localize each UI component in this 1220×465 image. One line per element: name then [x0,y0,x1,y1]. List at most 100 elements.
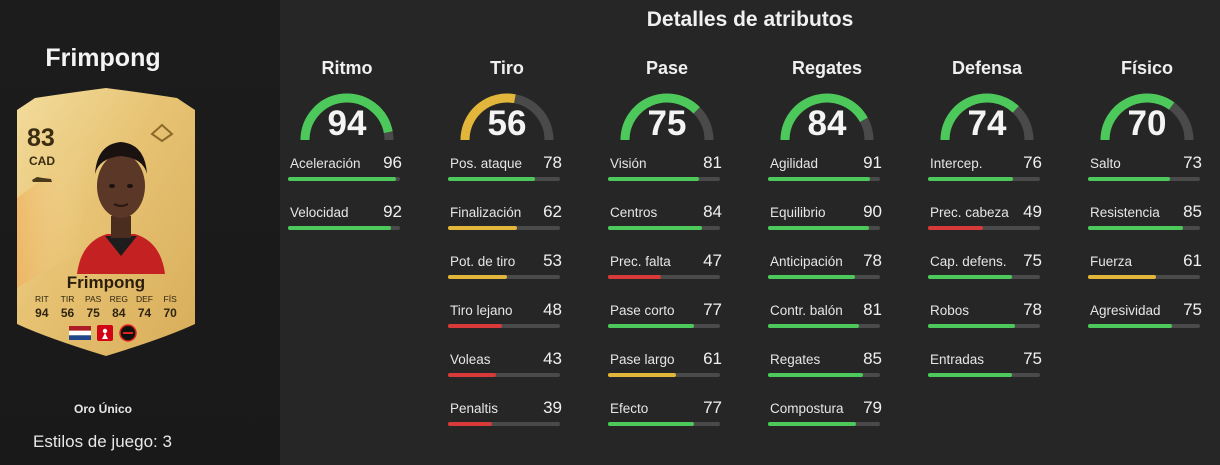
face-stat: FÍS 70 [163,294,177,320]
attribute-label: Cap. defens. [930,254,1007,269]
card-badges [69,324,137,342]
attribute-value: 48 [543,300,562,319]
playstyles-count: Estilos de juego: 3 [33,432,172,451]
face-stat: DEF 74 [135,294,153,320]
attribute-bar-fill [928,226,983,230]
attribute-bar-track [448,373,560,377]
category-name: Físico [1120,58,1173,78]
attribute-label: Pase corto [610,303,675,318]
attribute-bar-track [928,324,1040,328]
attribute-value: 43 [543,349,562,368]
attribute-label: Pos. ataque [450,156,523,171]
attribute-value: 61 [1183,251,1202,270]
attribute-row: Fuerza 61 [1088,251,1206,303]
attribute-value: 81 [703,153,722,172]
attribute-label: Contr. balón [770,303,843,318]
attribute-bar-fill [1088,226,1184,230]
attribute-bar-track [608,373,720,377]
attribute-label: Finalización [450,205,522,220]
attribute-row: Efecto 77 [608,398,726,450]
attribute-label: Salto [1090,156,1121,171]
netherlands-flag-icon [69,326,91,340]
attribute-value: 78 [543,153,562,172]
attribute-row: Pase corto 77 [608,300,726,352]
attribute-label: Efecto [610,401,649,416]
gauge-fill [620,93,700,141]
attribute-value: 49 [1023,202,1042,221]
category-name: Tiro [490,58,524,78]
category-name: Pase [645,58,689,78]
attribute-label: Anticipación [770,254,843,269]
attribute-bar-fill [448,177,536,181]
face-stat: RIT 94 [34,294,49,320]
attribute-label: Prec. cabeza [930,205,1009,220]
attribute-bar-fill [1088,275,1157,279]
category-name: Ritmo [321,58,373,78]
attribute-list: Intercep. 76 Prec. cabeza 49 Cap. defens. 75 R… [928,153,1046,401]
attribute-bar-fill [288,177,396,181]
attribute-row: Centros 84 [608,202,726,254]
attribute-label: Resistencia [1090,205,1160,220]
attribute-row: Contr. balón 81 [768,300,886,352]
attribute-value: 78 [863,251,882,270]
category-gauge: 74 [937,88,1037,146]
attribute-bar-fill [768,373,864,377]
attribute-value: 77 [703,398,722,417]
gauge-fill [780,93,868,141]
attribute-row: Compostura 79 [768,398,886,450]
attribute-value: 91 [863,153,882,172]
card-type-label: Oro Único [73,402,132,416]
attribute-bar-track [1088,177,1200,181]
attribute-value: 85 [1183,202,1202,221]
attribute-row: Regates 85 [768,349,886,401]
attribute-label: Aceleración [290,156,361,171]
attribute-row: Prec. falta 47 [608,251,726,303]
player-card: 83 CAD Frimpong RIT 94 TIR 56 PAS 75 REG 84 … [15,88,197,356]
attribute-bar-track [288,226,400,230]
attribute-label: Compostura [770,401,844,416]
category-gauge: 56 [457,88,557,146]
attribute-label: Equilibrio [770,205,826,220]
attribute-value: 75 [1183,300,1202,319]
attribute-bar-fill [928,177,1014,181]
attribute-row: Salto 73 [1088,153,1206,205]
attribute-row: Robos 78 [928,300,1046,352]
attribute-row: Prec. cabeza 49 [928,202,1046,254]
face-stat: PAS 75 [84,294,102,320]
attribute-bar-track [768,324,880,328]
attribute-bar-track [608,177,720,181]
attribute-bar-track [448,177,560,181]
category-regates: Regates 84 Agilidad 91 Equilibrio 90 Anticipac… [768,58,886,450]
attribute-row: Visión 81 [608,153,726,205]
attribute-label: Prec. falta [610,254,671,269]
attribute-label: Intercep. [930,156,983,171]
attribute-bar-fill [928,275,1012,279]
attributes-details-title: Detalles de atributos [646,8,854,31]
attribute-bar-track [768,177,880,181]
attribute-value: 39 [543,398,562,417]
attribute-label: Entradas [930,352,985,367]
attribute-bar-track [448,422,560,426]
attribute-value: 47 [703,251,722,270]
attribute-label: Agilidad [770,156,819,171]
attribute-row: Agresividad 75 [1088,300,1206,352]
attribute-bar-track [1088,226,1200,230]
attribute-label: Pot. de tiro [450,254,516,269]
attribute-row: Voleas 43 [448,349,566,401]
attribute-value: 90 [863,202,882,221]
attribute-value: 79 [863,398,882,417]
attribute-bar-track [448,275,560,279]
attribute-row: Pos. ataque 78 [448,153,566,205]
attribute-bar-track [608,422,720,426]
category-físico: Físico 70 Salto 73 Resistencia 85 Fuerza 61 Agre… [1088,58,1206,352]
card-background [17,88,195,356]
attribute-value: 73 [1183,153,1202,172]
category-gauge: 94 [297,88,397,146]
category-ritmo: Ritmo 94 Aceleración 96 Velocidad 92 [288,58,406,254]
attribute-value: 96 [383,153,402,172]
category-name: Defensa [951,58,1023,78]
attribute-bar-fill [448,373,497,377]
attribute-value: 76 [1023,153,1042,172]
attribute-row: Agilidad 91 [768,153,886,205]
category-gauge: 84 [777,88,877,146]
